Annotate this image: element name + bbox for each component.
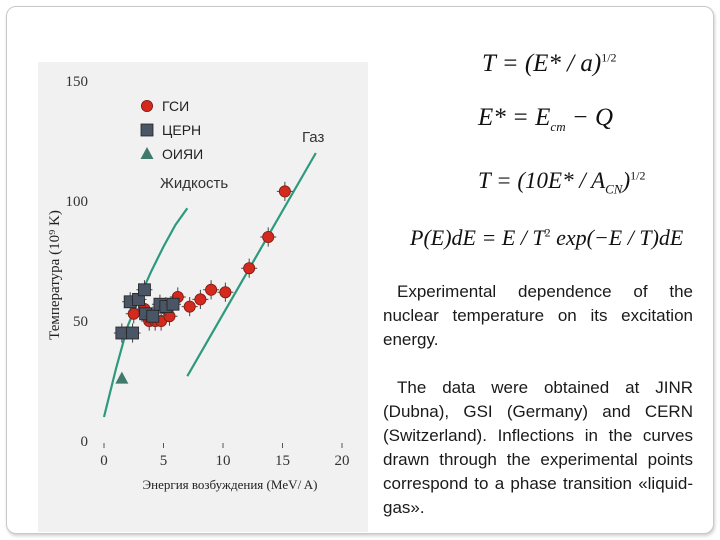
data-point-square <box>138 283 151 297</box>
x-axis-label: Энергия возбуждения (MeV/ A) <box>143 477 318 492</box>
data-point-circle <box>183 300 196 313</box>
y-axis-label: Температура (10⁹ K) <box>47 210 63 340</box>
curve-label-liquid: Жидкость <box>160 175 228 192</box>
data-source-paragraph: The data were obtained at JINR (Dubna), … <box>383 378 693 517</box>
data-point-circle <box>194 293 207 306</box>
x-tick-label: 20 <box>335 453 350 469</box>
data-point-circle <box>278 185 291 198</box>
x-tick-label: 0 <box>100 453 108 469</box>
data-point-square <box>146 309 160 323</box>
y-tick-label: 0 <box>81 434 89 450</box>
x-tick-label: 15 <box>275 453 290 469</box>
data-point-square <box>126 326 139 340</box>
legend-marker-triangle <box>140 147 154 159</box>
y-tick-label: 100 <box>66 194 89 210</box>
legend-label: ГСИ <box>162 98 189 114</box>
data-point-triangle <box>115 371 129 384</box>
x-tick-label: 5 <box>160 453 168 469</box>
data-point-circle <box>243 262 256 275</box>
description-paragraph: Experimental dependence of the nuclear t… <box>383 282 693 349</box>
curve-label-gas: Газ <box>302 129 324 146</box>
formula-probability: P(E)dE = E / T2 exp(−E / T)dE <box>410 225 684 250</box>
data-point-circle <box>205 283 218 296</box>
y-tick-label: 150 <box>66 74 89 90</box>
x-tick-label: 10 <box>216 453 231 469</box>
legend-label: ОИЯИ <box>162 146 203 162</box>
formula-excitation-energy: E* = Ecm − Q <box>478 104 614 134</box>
data-point-circle <box>262 230 275 243</box>
legend-label: ЦЕРН <box>162 122 201 138</box>
y-tick-label: 50 <box>73 314 88 330</box>
data-point-square <box>166 297 180 311</box>
data-point-circle <box>219 286 232 299</box>
legend-marker-circle <box>140 100 153 113</box>
formula-temperature: T = (E* / a)1/2 <box>482 50 617 77</box>
formula-temperature-acn: T = (10E* / ACN)1/2 <box>478 168 646 197</box>
legend-marker-square <box>140 123 154 137</box>
